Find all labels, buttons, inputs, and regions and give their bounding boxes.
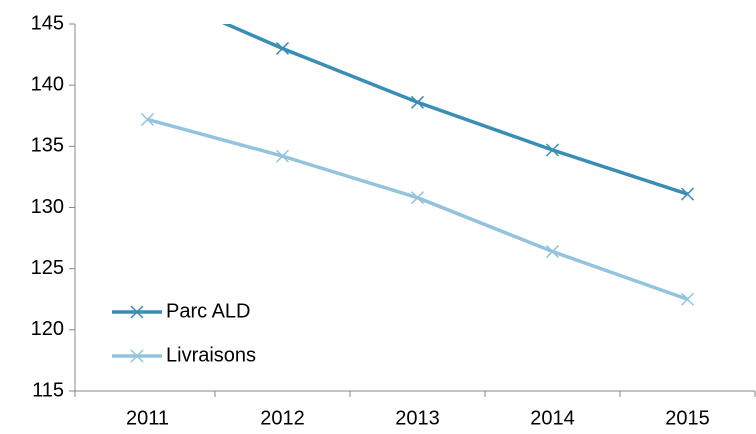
plot-area [140, 24, 695, 306]
marker [130, 305, 144, 319]
marker [140, 112, 155, 126]
y-tick-label: 115 [32, 379, 64, 401]
y-tick-label: 135 [31, 135, 64, 157]
x-tick-label: 2015 [665, 407, 710, 429]
marker [275, 149, 290, 163]
marker [680, 187, 695, 201]
marker [545, 143, 560, 157]
marker [130, 349, 144, 363]
y-tick-label: 140 [31, 73, 64, 95]
marker [410, 191, 425, 205]
x-tick-label: 2013 [395, 407, 440, 429]
x-tick-label: 2011 [126, 407, 169, 429]
y-tick-label: 125 [31, 257, 64, 279]
series-line [147, 117, 689, 301]
x-tick-label: 2014 [530, 407, 575, 429]
marker [410, 95, 425, 109]
y-tick-label: 130 [31, 196, 64, 218]
legend-label: Livraisons [166, 344, 256, 366]
series-line [221, 24, 689, 196]
marker [545, 245, 560, 259]
marker [680, 292, 695, 306]
x-tick-label: 2012 [260, 407, 305, 429]
y-tick-label: 145 [31, 12, 64, 34]
marker [275, 41, 290, 55]
legend-label: Parc ALD [166, 300, 250, 322]
y-tick-label: 120 [31, 318, 64, 340]
